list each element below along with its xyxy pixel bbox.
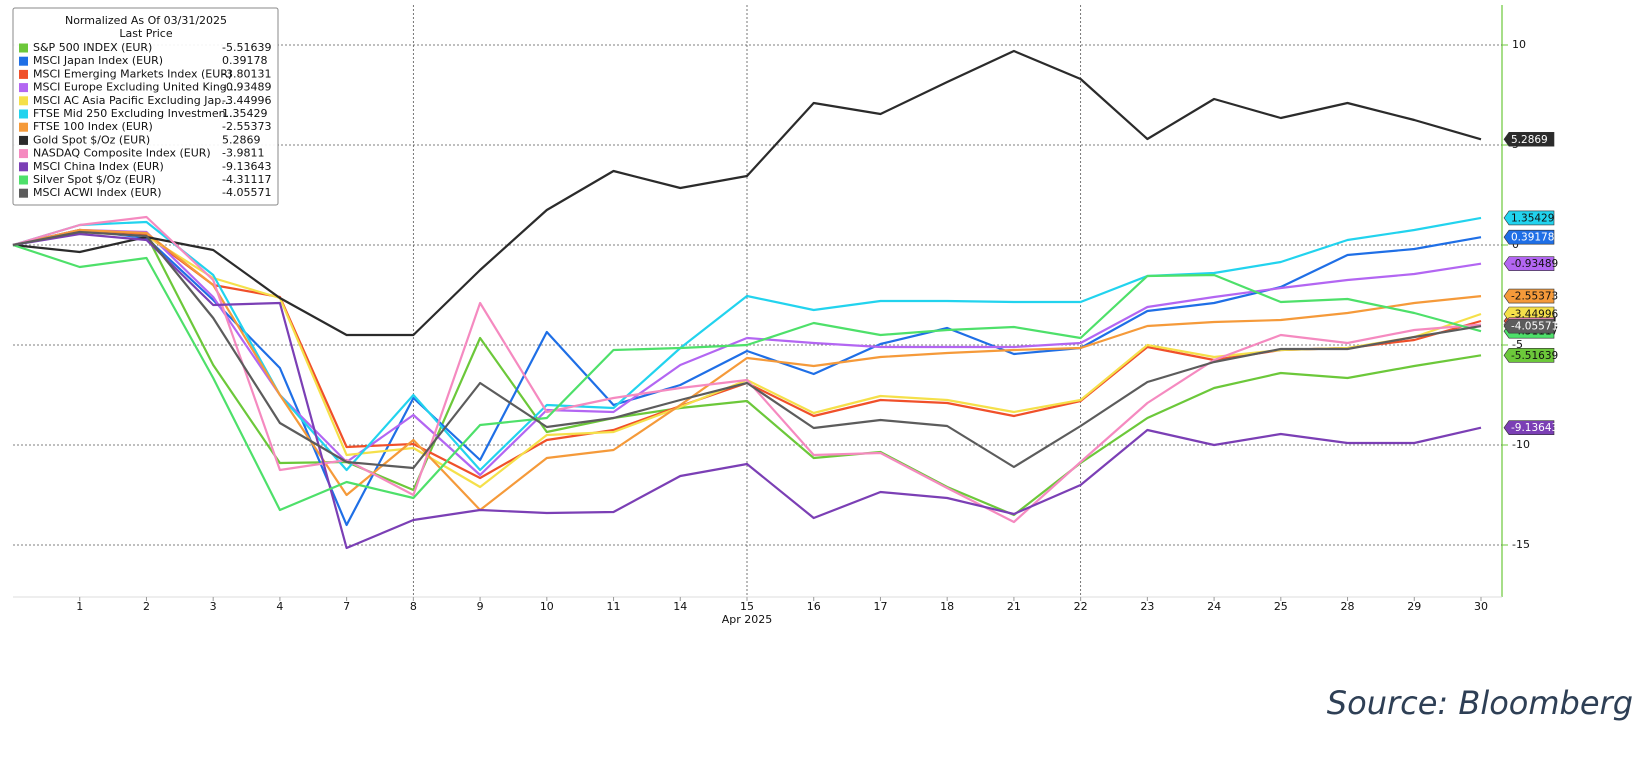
x-tick-label: 30 [1474,600,1488,613]
x-tick-label: 11 [607,600,621,613]
x-tick-label: 17 [873,600,887,613]
legend-value: -9.13643 [222,160,271,173]
legend-value: -5.51639 [222,41,271,54]
value-tag-label: 1.35429 [1511,212,1554,224]
legend-swatch [19,43,28,53]
x-tick-label: 23 [1140,600,1154,613]
y-tick-label: -5 [1512,338,1523,351]
value-tag-label: 0.39178 [1511,232,1554,244]
legend-swatch [19,56,28,66]
x-tick-label: 16 [807,600,821,613]
legend-subtitle: Last Price [119,27,172,40]
legend-swatch [19,83,28,93]
legend-swatch [19,109,28,119]
legend-value: -0.93489 [222,81,271,94]
legend-value: 1.35429 [222,107,268,120]
value-tag-label: 5.2869 [1511,134,1548,146]
value-tag-label: -0.93489 [1511,258,1558,270]
series-line [12,215,1482,524]
x-tick-label: 7 [343,600,350,613]
value-tag-label: -5.51639 [1511,350,1558,362]
value-tag-label: -9.13643 [1511,422,1558,434]
legend-label: MSCI Europe Excluding United King... [33,81,237,94]
series-line [12,230,1482,517]
legend-swatch [19,69,28,79]
legend-label: MSCI Japan Index (EUR) [33,54,163,67]
legend-value: -4.05571 [222,186,271,199]
legend-swatch [19,135,28,145]
legend-swatch [19,96,28,106]
x-tick-label: 14 [673,600,687,613]
legend-label: MSCI AC Asia Pacific Excluding Jap... [33,94,232,107]
x-tick-label: 4 [276,600,283,613]
legend-box [12,7,279,206]
legend-value: -3.80131 [222,67,271,80]
legend-label: S&P 500 INDEX (EUR) [33,41,152,54]
series-line [12,232,1482,550]
legend-swatch [19,162,28,172]
value-tag [1503,210,1555,226]
series-line [12,216,1482,472]
x-tick-label: 28 [1341,600,1355,613]
legend-swatch [19,149,28,159]
x-tick-label: 9 [477,600,484,613]
y-tick-label: 0 [1512,238,1519,251]
value-tag [1503,420,1555,436]
legend-label: FTSE Mid 250 Excluding Investmen... [33,107,236,120]
value-tag [1503,131,1555,147]
legend-value: 5.2869 [222,133,261,146]
x-tick-label: 3 [210,600,217,613]
series-line [12,49,1482,337]
series-line [12,228,1482,512]
value-tag [1503,318,1555,334]
x-tick-label: 18 [940,600,954,613]
x-tick-label: 24 [1207,600,1221,613]
x-tick-label: 22 [1074,600,1088,613]
legend-value: -3.44996 [222,94,271,107]
legend-value: -3.9811 [222,147,264,160]
legend-swatch [19,175,28,185]
legend-label: Silver Spot $/Oz (EUR) [33,173,156,186]
legend-title: Normalized As Of 03/31/2025 [65,14,227,27]
x-tick-label: 2 [143,600,150,613]
legend-label: NASDAQ Composite Index (EUR) [33,147,211,160]
value-tag [1503,229,1555,245]
y-tick-label: -15 [1512,538,1530,551]
legend-label: MSCI ACWI Index (EUR) [33,186,162,199]
series-line [12,228,1482,527]
value-tag [1503,288,1555,304]
legend-label: Gold Spot $/Oz (EUR) [33,133,150,146]
series-line [12,230,1482,470]
legend-swatch [19,122,28,132]
x-tick-label: 8 [410,600,417,613]
series-line [12,228,1482,477]
legend-label: MSCI Emerging Markets Index (EUR) [33,67,232,80]
legend-label: MSCI China Index (EUR) [33,160,164,173]
legend-value: 0.39178 [222,54,268,67]
legend-value: -2.55373 [222,120,271,133]
series-line [12,243,1482,512]
y-tick-label: 10 [1512,38,1526,51]
value-tag-label: -2.55373 [1511,291,1558,303]
legend-value: -4.31117 [222,173,271,186]
value-tag [1503,256,1555,271]
x-sublabel: Apr 2025 [722,613,773,626]
x-tick-label: 1 [76,600,83,613]
x-tick-label: 15 [740,600,754,613]
source: Source: Bloomberg [1327,684,1633,722]
legend-label: FTSE 100 Index (EUR) [33,120,153,133]
x-tick-label: 29 [1407,600,1421,613]
x-tick-label: 25 [1274,600,1288,613]
x-tick-label: 10 [540,600,554,613]
x-tick-label: 21 [1007,600,1021,613]
legend-swatch [19,188,28,198]
y-tick-label: -10 [1512,438,1530,451]
value-tag [1503,348,1555,363]
value-tag-label: -4.05571 [1511,321,1558,333]
